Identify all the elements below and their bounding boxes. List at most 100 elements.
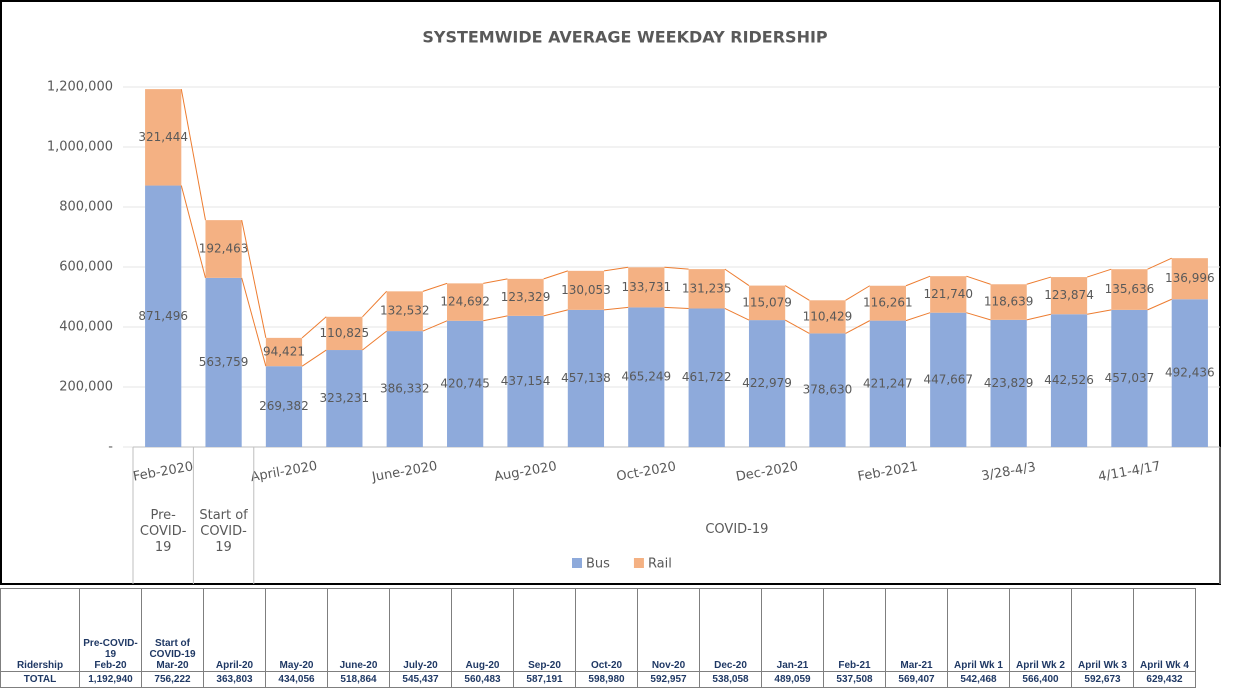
y-tick-label: 1,000,000 xyxy=(47,140,113,155)
bar-segment xyxy=(507,315,544,447)
header-cell: April Wk 3 xyxy=(1071,588,1134,672)
value-label: 135,636 xyxy=(1105,282,1155,296)
header-label: Feb-21 xyxy=(838,660,871,671)
header-label: Mar-21 xyxy=(900,660,933,671)
table-cell: 363,803 xyxy=(203,671,266,688)
bar-segment xyxy=(869,285,906,321)
bar-segment xyxy=(205,277,242,447)
series-line xyxy=(1087,309,1112,315)
bar-segment xyxy=(628,307,665,447)
series-line xyxy=(905,312,931,322)
data-table: Ridership Pre-COVID-19 Feb-20 Start of COVI… xyxy=(0,588,1196,688)
header-note: Pre-COVID-19 xyxy=(83,638,138,660)
series-line xyxy=(483,315,508,322)
series-line xyxy=(905,275,931,287)
y-tick-label: 800,000 xyxy=(59,200,113,215)
series-line xyxy=(845,285,871,301)
bar-segment xyxy=(930,276,967,313)
table-cell: 537,508 xyxy=(823,671,886,688)
table-cell: 545,437 xyxy=(389,671,452,688)
table-cell: 756,222 xyxy=(141,671,204,688)
header-cell: Pre-COVID-19 Feb-20 xyxy=(79,588,142,672)
bar-segment xyxy=(990,319,1027,447)
value-label: 321,444 xyxy=(138,130,188,144)
table-row: TOTAL 1,192,940 756,222 363,803 434,056 518,8… xyxy=(0,671,1196,688)
bar-segment xyxy=(1111,309,1148,447)
series-line xyxy=(422,282,448,292)
series-line xyxy=(1026,313,1052,321)
series-line xyxy=(845,320,870,334)
header-cell: Mar-21 xyxy=(885,588,948,672)
bar-segment xyxy=(628,267,665,308)
value-label: 121,740 xyxy=(923,287,973,301)
header-label: May-20 xyxy=(279,660,314,671)
header-label: Dec-20 xyxy=(714,660,747,671)
series-line xyxy=(180,89,206,221)
group-label: Pre-COVID-19 xyxy=(139,508,187,555)
series-line xyxy=(664,266,689,270)
header-cell: April Wk 1 xyxy=(947,588,1010,672)
series-line xyxy=(1026,276,1052,285)
chart-title: SYSTEMWIDE AVERAGE WEEKDAY RIDERSHIP xyxy=(422,28,828,47)
bar-segment xyxy=(688,308,725,447)
legend-label: Rail xyxy=(648,557,672,572)
series-line xyxy=(180,185,206,278)
header-cell: July-20 xyxy=(389,588,452,672)
header-cell: April Wk 4 xyxy=(1133,588,1196,672)
bar-segment xyxy=(990,284,1027,320)
header-label: Ridership xyxy=(16,660,64,671)
value-label: 323,231 xyxy=(320,391,370,405)
header-label: Feb-20 xyxy=(94,660,127,671)
series-line xyxy=(241,277,267,367)
header-label: Aug-20 xyxy=(465,660,500,671)
bar-segment xyxy=(748,285,786,321)
bar-segment xyxy=(930,312,967,447)
bar-segment xyxy=(205,220,242,278)
bar-segment xyxy=(507,278,544,316)
header-label: Jan-21 xyxy=(776,660,809,671)
header-cell: Oct-20 xyxy=(575,588,638,672)
table-cell: 518,864 xyxy=(327,671,390,688)
header-label: April Wk 3 xyxy=(1078,660,1127,671)
value-label: 871,496 xyxy=(138,309,188,323)
header-cell: Aug-20 xyxy=(451,588,514,672)
value-label: 386,332 xyxy=(380,382,430,396)
series-line xyxy=(1147,298,1172,311)
table-cell: 489,059 xyxy=(761,671,824,688)
series-line xyxy=(603,306,629,311)
series-line xyxy=(724,268,750,286)
bar-segment xyxy=(265,337,303,367)
y-tick-label: 1,200,000 xyxy=(47,80,113,95)
bar-segment xyxy=(386,291,423,332)
value-label: 422,979 xyxy=(742,376,792,390)
series-line xyxy=(543,270,568,280)
value-label: 457,138 xyxy=(561,371,611,385)
value-label: 461,722 xyxy=(682,370,732,384)
y-tick-label: - xyxy=(108,440,113,455)
series-line xyxy=(362,330,387,351)
value-label: 378,630 xyxy=(803,383,853,397)
series-line xyxy=(603,266,629,272)
value-label: 136,996 xyxy=(1165,271,1215,285)
header-label: April-20 xyxy=(215,660,254,671)
value-label: 94,421 xyxy=(263,345,305,359)
header-cell: Feb-21 xyxy=(823,588,886,672)
header-cell: Ridership xyxy=(0,588,80,672)
series-line xyxy=(362,290,387,318)
table-cell: TOTAL xyxy=(0,671,80,688)
header-label: April Wk 2 xyxy=(1016,660,1065,671)
bar-segment xyxy=(809,333,846,447)
series-line xyxy=(422,320,448,332)
value-label: 110,429 xyxy=(803,309,853,323)
value-label: 110,825 xyxy=(320,326,370,340)
bar-segment xyxy=(145,89,182,186)
bar-segment xyxy=(567,309,605,447)
legend-swatch xyxy=(572,558,582,568)
series-line xyxy=(724,308,750,321)
group-label-box: Start of COVID-19 xyxy=(199,508,247,555)
series-line xyxy=(483,278,508,284)
y-tick-label: 600,000 xyxy=(59,260,113,275)
series-line xyxy=(1086,268,1112,278)
legend-swatch xyxy=(633,558,644,568)
